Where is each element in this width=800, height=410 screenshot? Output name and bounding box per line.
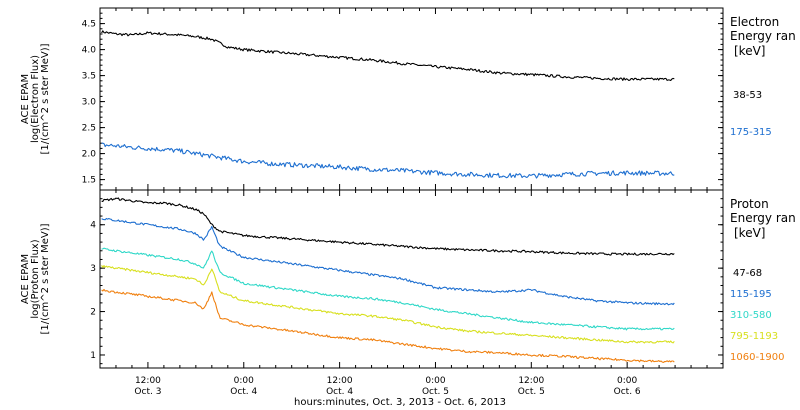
legend-entry-310-580: 310-580 [730, 310, 772, 321]
x-tick-label: 12:00 [135, 376, 161, 386]
x-tick-date: Oct. 4 [230, 387, 257, 397]
plot-frame [99, 189, 724, 369]
x-tick-label: 12:00 [518, 376, 544, 386]
y-tick-label: 4 [90, 221, 96, 231]
x-tick-label: 12:00 [327, 376, 353, 386]
legend-subtitle: Energy ran [730, 211, 796, 225]
series-line-115-195 [101, 217, 675, 306]
series-line-310-580 [101, 247, 675, 331]
x-tick-date: Oct. 6 [614, 387, 641, 397]
plot-frame [99, 7, 724, 191]
y-tick-label: 1.5 [82, 176, 96, 186]
y-axis-label: ACE EPAM [20, 254, 31, 304]
y-tick-label: 2 [90, 308, 96, 318]
legend-entry-47-68: 47-68 [733, 268, 762, 279]
x-tick-date: Oct. 3 [134, 387, 161, 397]
x-tick-date: Oct. 4 [326, 387, 353, 397]
y-tick-label: 3 [90, 264, 96, 274]
x-tick-label: 0:00 [234, 376, 254, 386]
y-tick-label: 4.0 [82, 46, 97, 56]
legend-title: Electron [730, 15, 779, 29]
legend-entry-38-53: 38-53 [733, 90, 762, 101]
legend-entry-1060-1900: 1060-1900 [730, 352, 785, 363]
x-tick-date: Oct. 5 [518, 387, 545, 397]
y-tick-label: 2.0 [82, 150, 97, 160]
y-tick-label: 3.0 [82, 98, 97, 108]
legend-entry-175-315: 175-315 [730, 127, 772, 138]
panel-proton: 1 2 3 4 ACE EPAM log(Proton Flux) [1/(cm^2 s s… [20, 189, 796, 369]
y-axis-label: log(Proton Flux) [30, 239, 41, 318]
series-line-1060-1900 [101, 288, 675, 363]
y-tick-label: 4.5 [82, 20, 96, 30]
legend-title: Proton [730, 197, 769, 211]
x-tick-date: Oct. 5 [422, 387, 449, 397]
series-line-47-68 [101, 197, 675, 256]
panel-electron: 1.5 2.0 2.5 3.0 3.5 4.0 4.5 ACE EPAM log(Electro… [20, 7, 796, 191]
legend-entry-115-195: 115-195 [730, 289, 772, 300]
series-line-175-315 [101, 142, 675, 179]
legend-unit: [keV] [734, 226, 765, 240]
y-axis-label: [1/(cm^2 s ster MeV)] [40, 223, 51, 334]
x-tick-label: 0:00 [617, 376, 637, 386]
y-axis-label: log(Electron Flux) [30, 55, 41, 143]
y-tick-label: 3.5 [82, 72, 96, 82]
legend-entry-795-1193: 795-1193 [730, 331, 778, 342]
x-tick-label: 0:00 [425, 376, 445, 386]
y-axis-label: ACE EPAM [20, 74, 31, 124]
y-axis-label: [1/(cm^2 s ster MeV)] [40, 43, 51, 154]
y-tick-label: 2.5 [82, 124, 96, 134]
legend-unit: [keV] [734, 44, 765, 58]
x-axis-label: hours:minutes, Oct. 3, 2013 - Oct. 6, 20… [294, 397, 506, 408]
series-line-795-1193 [101, 265, 675, 344]
series-line-38-53 [101, 30, 675, 82]
legend-subtitle: Energy ran [730, 29, 796, 43]
y-tick-label: 1 [90, 351, 96, 361]
